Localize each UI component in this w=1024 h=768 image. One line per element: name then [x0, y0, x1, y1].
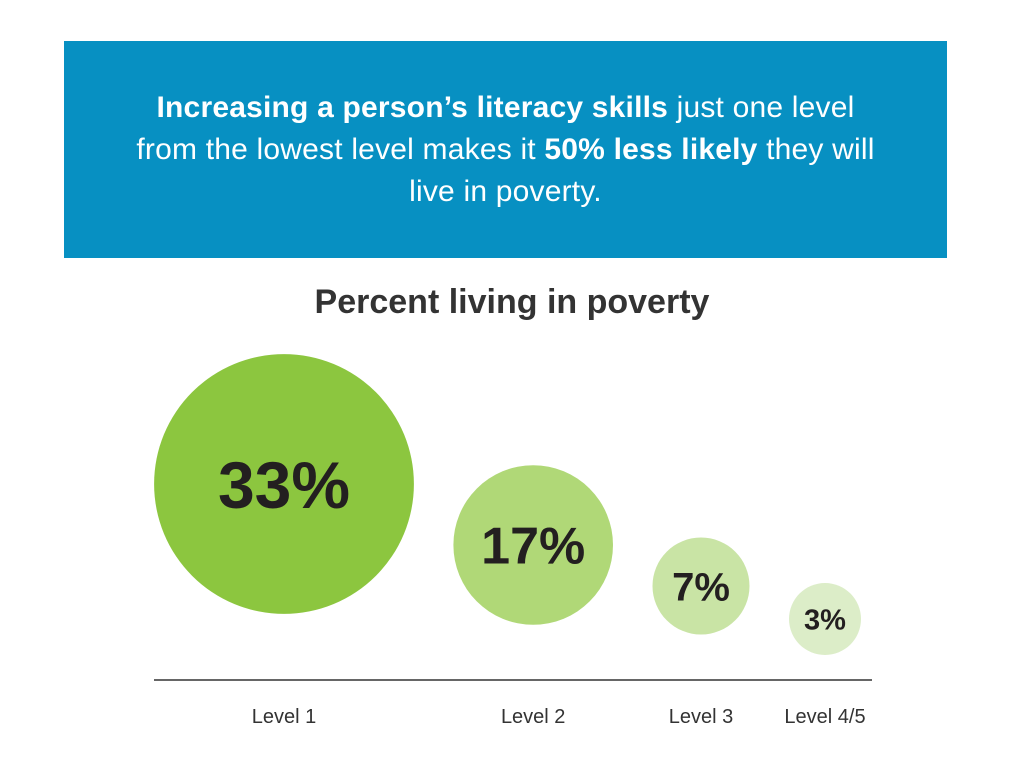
- headline-text: just one level: [668, 90, 855, 124]
- headline-text: live in poverty.: [409, 174, 602, 208]
- headline-line-1: Increasing a person’s literacy skills ju…: [157, 87, 855, 129]
- data-label-level-2: 17%: [481, 518, 585, 576]
- category-label-level-4-5: Level 4/5: [784, 706, 865, 728]
- bubble-level-4-5: [789, 583, 861, 655]
- headline-banner: Increasing a person’s literacy skills ju…: [64, 41, 947, 258]
- headline-emphasis-literacy: Increasing a person’s literacy skills: [156, 90, 669, 124]
- category-label-level-2: Level 2: [501, 706, 566, 728]
- headline-line-3: live in poverty.: [409, 171, 602, 213]
- bubble-level-3: [652, 537, 750, 635]
- bubble-level-2: [453, 465, 613, 625]
- chart-title: Percent living in poverty: [314, 283, 710, 321]
- bubble-level-1: [154, 354, 414, 614]
- headline-line-2: from the lowest level makes it 50% less …: [136, 129, 874, 171]
- headline-emphasis-percent: 50% less likely: [544, 132, 758, 166]
- headline-text: they will: [757, 132, 875, 166]
- data-label-level-1: 33%: [218, 448, 350, 522]
- data-label-level-3: 7%: [672, 565, 730, 609]
- headline-text: from the lowest level makes it: [136, 132, 545, 166]
- category-label-level-3: Level 3: [669, 706, 734, 728]
- data-label-level-4-5: 3%: [804, 604, 846, 636]
- category-label-level-1: Level 1: [252, 706, 317, 728]
